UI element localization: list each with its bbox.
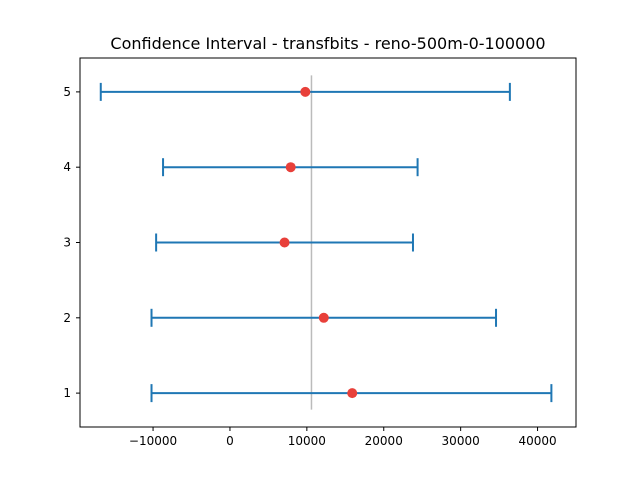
y-tick-label: 5 [63,85,71,99]
y-tick-label: 4 [63,160,71,174]
y-tick-label: 2 [63,311,71,325]
x-tick-label: 30000 [442,434,480,448]
mean-marker [300,86,311,97]
mean-marker [285,162,296,173]
x-tick-label: 0 [226,434,234,448]
plot-area [99,75,553,410]
y-tick-label: 1 [63,386,71,400]
x-tick-label: 10000 [288,434,326,448]
x-tick-label: 20000 [365,434,403,448]
mean-marker [347,388,358,399]
axes: −10000 0 10000 20000 30000 40000 1 2 3 4 5 [63,57,577,448]
y-tick-label: 3 [63,236,71,250]
chart-title: Confidence Interval - transfbits - reno-… [110,34,545,53]
x-tick-label: 40000 [518,434,556,448]
mean-marker [279,237,290,248]
mean-marker [318,312,329,323]
x-tick-label: −10000 [129,434,177,448]
